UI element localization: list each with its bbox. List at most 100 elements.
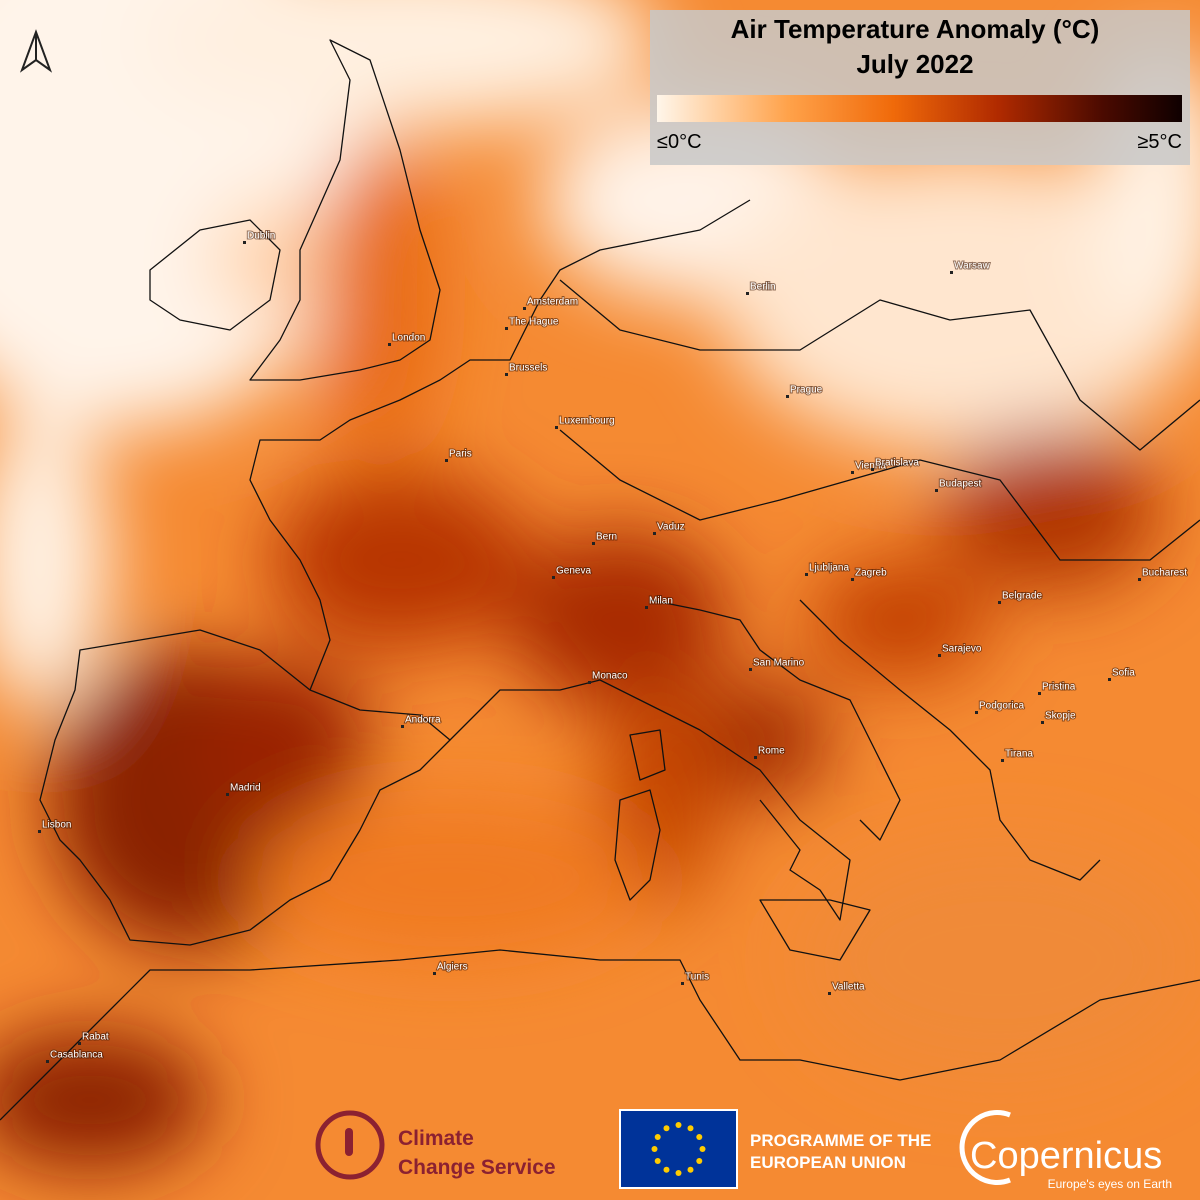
city-marker [505,327,508,330]
city-label: Amsterdam [527,297,578,308]
city-marker [588,681,591,684]
city-label: Bucharest [1142,568,1187,579]
eu-line2: EUROPEAN UNION [750,1153,906,1172]
city-marker [975,711,978,714]
city-marker [552,576,555,579]
city-label: London [392,333,425,344]
eu-star [696,1158,703,1164]
city-label: Warsaw [954,261,991,272]
title: Air Temperature Anomaly (°C) [731,14,1100,44]
city-marker [786,395,789,398]
city-label: Podgorica [979,701,1024,712]
city-marker [871,468,874,471]
city-marker [828,992,831,995]
city-label: Prague [790,385,823,396]
city-marker [38,830,41,833]
north-arrow [19,29,53,73]
eu-star [696,1134,703,1140]
city-label: Vaduz [657,522,685,533]
city-label: The Hague [509,317,559,328]
city-label: Bern [596,532,617,543]
city-label: Valletta [832,982,865,993]
city-label: Rabat [82,1032,109,1043]
city-marker [1108,678,1111,681]
city-labels: Dublin London Amsterdam The Hague Brussels Lu… [38,230,1188,1063]
city-label: Zagreb [855,568,887,579]
city-marker [1038,692,1041,695]
city-marker [749,668,752,671]
city-label: Rome [758,746,785,757]
city-label: Sarajevo [942,644,982,655]
city-marker [1041,721,1044,724]
c3s-logo: Climate Change Service [315,1110,556,1180]
city-label: Bratislava [875,458,919,469]
city-marker [505,373,508,376]
city-label: Paris [449,449,472,460]
city-label: Tunis [685,972,709,983]
city-label: Madrid [230,783,261,794]
legend-max-label: ≥5°C [1137,131,1182,153]
city-label: Dublin [247,231,275,242]
city-marker [243,241,246,244]
eu-flag [619,1109,738,1189]
city-marker [851,471,854,474]
city-marker [433,972,436,975]
legend: Air Temperature Anomaly (°C) July 2022 ≤… [650,10,1190,165]
c3s-line2: Change Service [398,1156,556,1179]
city-marker [78,1042,81,1045]
city-marker [851,578,854,581]
city-label: Geneva [556,566,591,577]
city-marker [226,793,229,796]
eu-star [651,1146,658,1152]
eu-star [663,1166,670,1173]
city-label: Tirana [1005,749,1033,760]
eu-star [654,1158,661,1164]
footer-logos: Climate Change Service PROGRAMME OF THE … [315,1109,1172,1191]
city-label: Andorra [405,715,441,726]
city-marker [401,725,404,728]
city-marker [445,459,448,462]
eu-star [687,1166,694,1173]
city-marker [805,573,808,576]
city-label: Casablanca [50,1050,103,1061]
city-marker [653,532,656,535]
city-label: Berlin [750,282,776,293]
city-marker [592,542,595,545]
city-label: Belgrade [1002,591,1042,602]
city-label: Milan [649,596,673,607]
legend-min-label: ≤0°C [657,131,702,153]
city-marker [523,307,526,310]
city-label: Ljubljana [809,563,849,574]
city-marker [1001,759,1004,762]
city-marker [950,271,953,274]
city-label: Sofia [1112,668,1135,679]
city-marker [388,343,391,346]
eu-star [654,1134,661,1140]
eu-star [675,1122,682,1128]
copernicus-arc [959,1110,1011,1185]
city-label: Pristina [1042,682,1076,693]
city-label: Luxembourg [559,416,615,427]
city-marker [681,982,684,985]
city-label: Brussels [509,363,547,374]
city-label: Monaco [592,671,628,682]
city-marker [46,1060,49,1063]
city-marker [746,292,749,295]
city-marker [935,489,938,492]
city-marker [555,426,558,429]
color-scale [657,95,1182,122]
copernicus-tagline: Europe's eyes on Earth [1048,1177,1172,1191]
city-marker [1138,578,1141,581]
eu-star [675,1170,682,1176]
c3s-line1: Climate [398,1127,474,1150]
eu-star [687,1125,694,1132]
coastlines [0,39,1200,1121]
eu-star [699,1146,706,1152]
city-marker [938,654,941,657]
city-label: Algiers [437,962,468,973]
city-label: Budapest [939,479,981,490]
city-marker [754,756,757,759]
city-label: Vienna [855,461,886,472]
